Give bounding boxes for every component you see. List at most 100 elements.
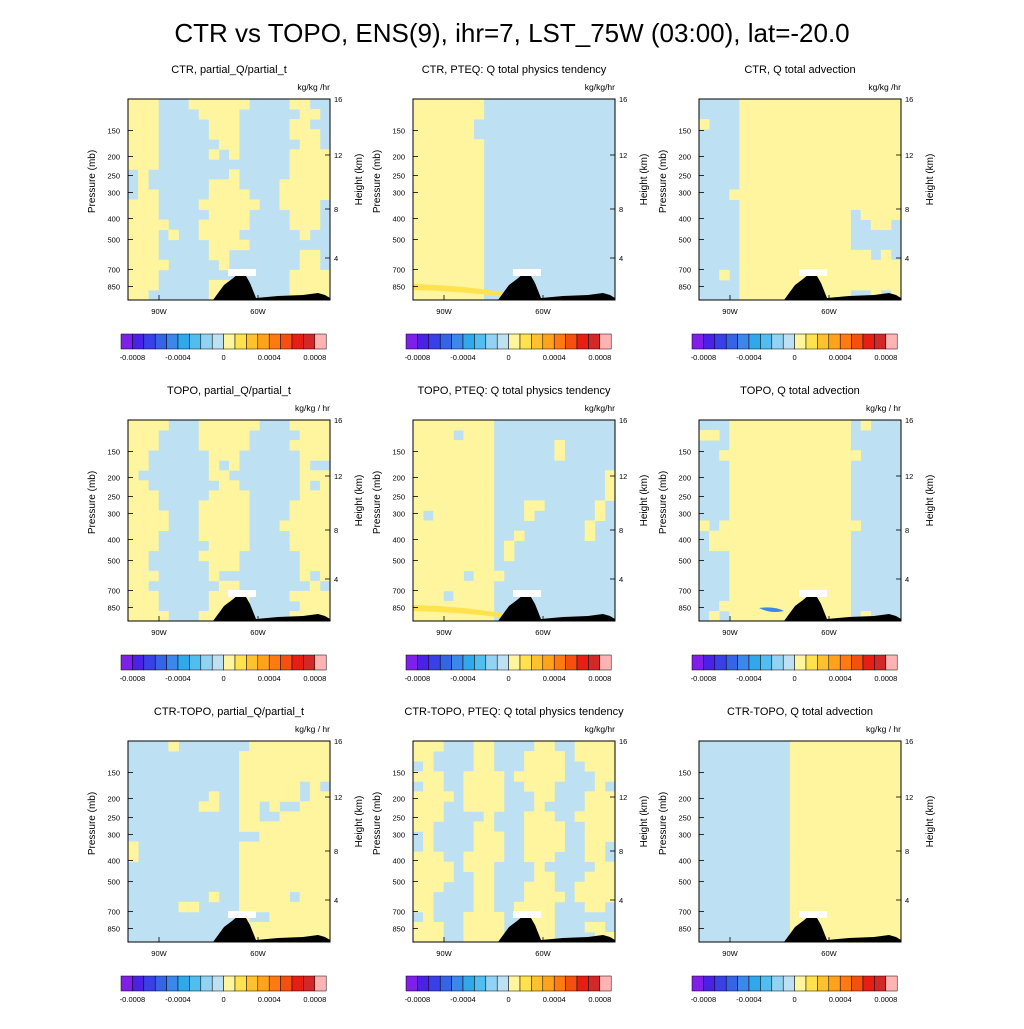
colorbar-swatch [760, 333, 773, 350]
positive-region [279, 771, 290, 782]
positive-region [423, 540, 434, 552]
positive-region [860, 109, 872, 120]
positive-region [789, 520, 801, 531]
positive-region [830, 751, 841, 762]
positive-region [473, 861, 485, 873]
positive-region [850, 771, 861, 782]
positive-region [483, 841, 495, 852]
colorbar-swatch [451, 333, 464, 350]
positive-region [208, 219, 220, 231]
positive-region [483, 791, 495, 802]
height-tick-label: 16 [905, 95, 913, 104]
positive-region [299, 229, 311, 241]
positive-region [830, 249, 841, 261]
positive-region [473, 560, 485, 572]
positive-region [820, 169, 831, 180]
positive-region [433, 430, 444, 441]
positive-region [890, 891, 901, 903]
positive-region [534, 891, 545, 903]
colorbar-swatch [885, 333, 898, 350]
positive-region [880, 751, 892, 762]
panel-title: CTR-TOPO, partial_Q/partial_t [154, 706, 304, 718]
colorbar-swatch [851, 975, 864, 992]
positive-region [309, 901, 321, 913]
positive-region [299, 109, 311, 120]
colorbar-swatch [782, 975, 795, 992]
positive-region [443, 791, 454, 802]
positive-region [208, 530, 220, 542]
positive-region [800, 460, 811, 471]
positive-region [769, 490, 781, 501]
positive-region [759, 209, 771, 221]
positive-region [433, 109, 444, 120]
colorbar-swatch [154, 654, 167, 671]
positive-region [870, 159, 882, 170]
positive-region [229, 430, 240, 441]
positive-region [820, 500, 831, 511]
positive-region [880, 219, 892, 231]
positive-region [473, 932, 485, 942]
positive-region [544, 831, 555, 842]
positive-region [279, 821, 290, 832]
positive-region [198, 611, 210, 621]
colorbar-swatch [154, 333, 167, 350]
positive-region [830, 209, 841, 221]
positive-region [289, 159, 301, 170]
positive-region [850, 139, 861, 150]
pressure-tick-label: 700 [392, 908, 405, 917]
positive-region [830, 199, 841, 210]
positive-region [483, 590, 495, 602]
positive-region [870, 911, 882, 923]
positive-region [443, 279, 454, 291]
positive-region [453, 159, 464, 170]
positive-region [413, 520, 424, 531]
positive-region [158, 420, 169, 431]
positive-region [759, 189, 771, 200]
positive-region [759, 590, 771, 602]
positive-region [168, 229, 179, 241]
positive-region [749, 209, 760, 221]
colorbar-swatch [794, 975, 807, 992]
positive-region [423, 791, 434, 802]
positive-region [890, 279, 901, 291]
positive-region [840, 259, 851, 271]
positive-region [453, 249, 464, 261]
colorbar-swatch [714, 654, 727, 671]
positive-region [779, 189, 791, 200]
positive-region [319, 901, 330, 913]
positive-region [138, 129, 149, 140]
positive-region [810, 871, 821, 883]
positive-region [830, 149, 841, 160]
y-axis-label-left: Pressure (mb) [372, 471, 383, 534]
positive-region [128, 560, 139, 572]
positive-region [218, 209, 230, 221]
positive-region [534, 500, 545, 511]
colorbar-label: 0.0008 [303, 995, 326, 1004]
colorbar-swatch [314, 654, 327, 671]
positive-region [870, 871, 882, 883]
positive-region [463, 460, 474, 471]
positive-region [850, 269, 861, 281]
positive-region [739, 199, 750, 210]
positive-region [810, 741, 821, 752]
x-tick-label: 60W [821, 949, 837, 958]
colorbar-swatch [166, 975, 179, 992]
positive-region [423, 851, 434, 863]
positive-region [453, 139, 464, 150]
positive-region [208, 119, 220, 130]
positive-region [800, 99, 811, 110]
positive-region [483, 570, 495, 582]
positive-region [779, 600, 791, 612]
height-tick-label: 16 [619, 416, 627, 425]
positive-region [820, 781, 831, 792]
positive-region [239, 751, 250, 762]
colorbar-label: -0.0008 [405, 995, 430, 1004]
positive-region [860, 129, 872, 140]
positive-region [299, 550, 311, 562]
positive-region [443, 169, 454, 180]
colorbar-swatch [474, 654, 487, 671]
positive-region [319, 159, 330, 170]
positive-region [830, 510, 841, 521]
positive-region [433, 179, 444, 190]
positive-region [473, 741, 485, 752]
